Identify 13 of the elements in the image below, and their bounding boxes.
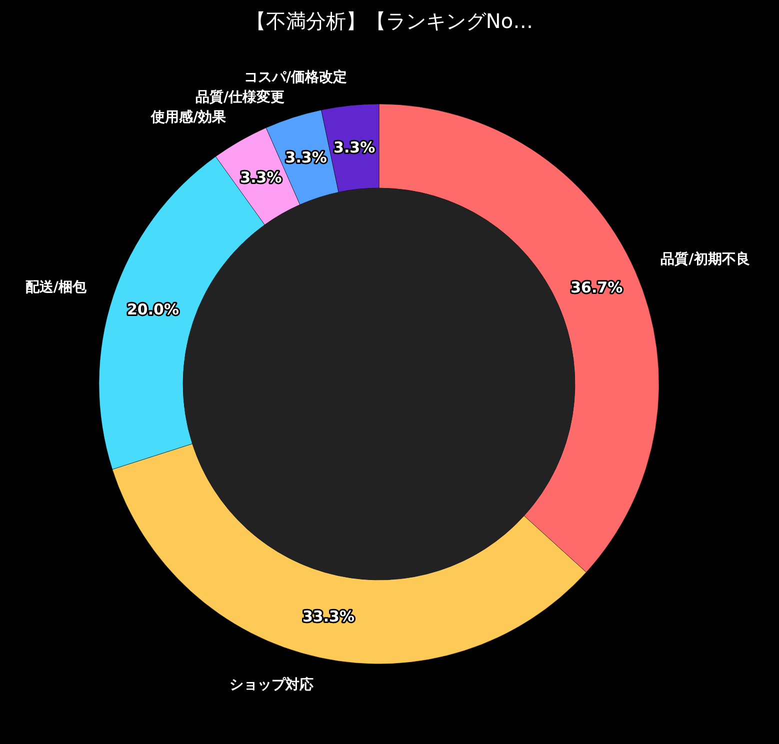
slice-label: 配送/梱包 bbox=[25, 279, 88, 296]
chart-title: 【不満分析】【ランキングNo… bbox=[246, 9, 534, 33]
data-label: 3.3% bbox=[334, 138, 376, 156]
data-label: 36.7% bbox=[570, 278, 623, 297]
slice-label: ショップ対応 bbox=[230, 676, 314, 693]
data-label: 3.3% bbox=[285, 148, 327, 166]
data-label: 3.3% bbox=[240, 168, 282, 186]
slice-label: 使用感/効果 bbox=[150, 110, 228, 126]
slice-label: 品質/仕様変更 bbox=[196, 88, 285, 106]
data-label: 33.3% bbox=[302, 608, 355, 626]
slice-label: コスパ/価格改定 bbox=[244, 68, 348, 86]
data-label: 20.0% bbox=[127, 300, 180, 318]
slice-label: 品質/初期不良 bbox=[660, 250, 750, 268]
